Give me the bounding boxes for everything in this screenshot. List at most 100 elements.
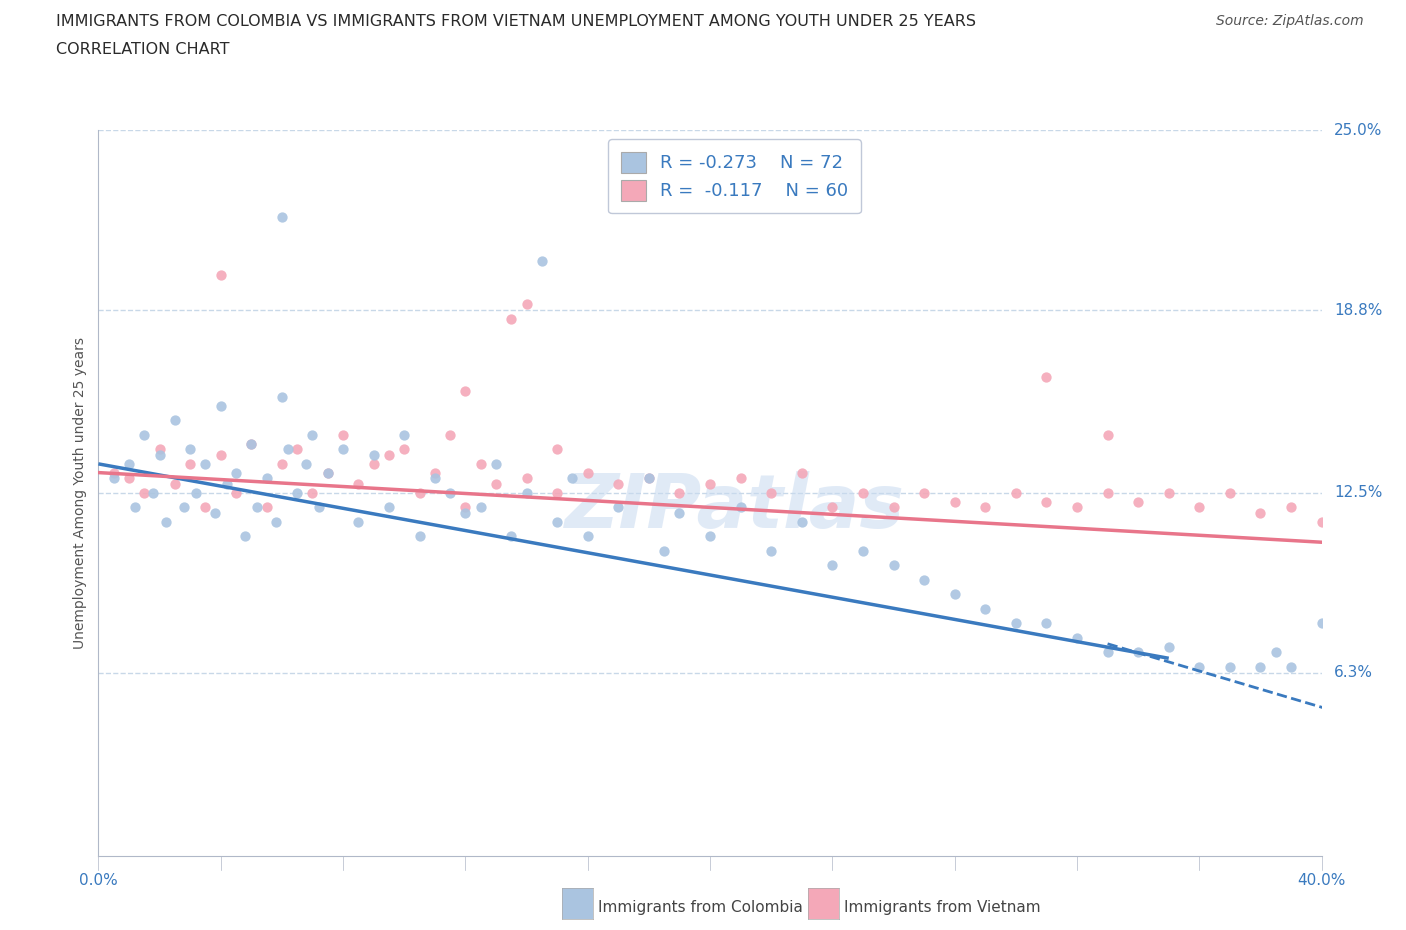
Point: [943, 587, 966, 602]
Point: [516, 485, 538, 500]
Point: [277, 442, 299, 457]
Point: [332, 442, 354, 457]
Point: [103, 471, 125, 485]
Point: [607, 500, 630, 515]
Point: [516, 297, 538, 312]
Point: [912, 573, 935, 588]
Point: [454, 384, 477, 399]
Point: [118, 471, 141, 485]
Point: [295, 457, 318, 472]
Text: 6.3%: 6.3%: [1334, 665, 1372, 681]
Point: [852, 543, 875, 558]
Point: [821, 500, 844, 515]
Point: [607, 477, 630, 492]
Point: [439, 428, 461, 443]
Point: [485, 457, 508, 472]
Point: [179, 442, 201, 457]
Point: [1310, 616, 1333, 631]
Y-axis label: Unemployment Among Youth under 25 years: Unemployment Among Youth under 25 years: [73, 337, 87, 649]
Text: 12.5%: 12.5%: [1334, 485, 1382, 500]
Point: [454, 506, 477, 521]
Point: [285, 442, 308, 457]
Point: [163, 413, 186, 428]
Point: [576, 529, 599, 544]
Point: [103, 465, 125, 480]
Point: [363, 447, 385, 462]
Point: [1004, 616, 1026, 631]
Point: [1188, 659, 1211, 674]
Point: [1279, 659, 1302, 674]
Point: [301, 428, 323, 443]
Point: [209, 268, 232, 283]
Point: [1188, 500, 1211, 515]
Point: [209, 398, 232, 413]
Point: [652, 543, 675, 558]
Point: [1035, 369, 1057, 384]
Point: [204, 506, 226, 521]
Point: [194, 500, 217, 515]
Point: [790, 514, 813, 529]
Text: Source: ZipAtlas.com: Source: ZipAtlas.com: [1216, 14, 1364, 28]
Point: [637, 471, 661, 485]
Point: [561, 471, 583, 485]
Point: [485, 477, 508, 492]
Point: [256, 500, 278, 515]
Point: [974, 602, 997, 617]
Point: [546, 442, 568, 457]
Point: [1157, 639, 1180, 654]
Point: [1128, 645, 1150, 660]
Point: [392, 442, 416, 457]
Point: [378, 447, 401, 462]
Text: 40.0%: 40.0%: [1298, 873, 1346, 888]
Point: [501, 529, 523, 544]
Point: [142, 485, 165, 500]
Point: [233, 529, 256, 544]
Point: [149, 442, 172, 457]
Point: [439, 485, 461, 500]
Point: [408, 485, 430, 500]
Point: [1279, 500, 1302, 515]
Text: CORRELATION CHART: CORRELATION CHART: [56, 42, 229, 57]
Point: [668, 506, 690, 521]
Point: [974, 500, 997, 515]
Point: [240, 436, 263, 451]
Point: [270, 210, 294, 225]
Point: [347, 514, 370, 529]
Point: [501, 312, 523, 326]
Point: [215, 477, 238, 492]
Point: [761, 485, 783, 500]
Point: [1310, 514, 1333, 529]
Point: [173, 500, 195, 515]
Point: [1066, 631, 1088, 645]
Point: [1004, 485, 1026, 500]
Point: [134, 428, 156, 443]
Point: [454, 500, 477, 515]
Legend: R = -0.273    N = 72, R =  -0.117    N = 60: R = -0.273 N = 72, R = -0.117 N = 60: [607, 140, 860, 214]
Point: [546, 485, 568, 500]
Point: [316, 465, 339, 480]
Text: 0.0%: 0.0%: [79, 873, 118, 888]
Point: [761, 543, 783, 558]
Point: [225, 465, 247, 480]
Point: [240, 436, 263, 451]
Point: [256, 471, 278, 485]
Point: [285, 485, 308, 500]
Point: [301, 485, 323, 500]
Point: [124, 500, 146, 515]
Point: [1097, 485, 1119, 500]
Point: [546, 514, 568, 529]
Point: [316, 465, 339, 480]
Point: [1035, 616, 1057, 631]
Point: [209, 447, 232, 462]
Point: [225, 485, 247, 500]
Text: IMMIGRANTS FROM COLOMBIA VS IMMIGRANTS FROM VIETNAM UNEMPLOYMENT AMONG YOUTH UND: IMMIGRANTS FROM COLOMBIA VS IMMIGRANTS F…: [56, 14, 976, 29]
Point: [790, 465, 813, 480]
Text: Immigrants from Colombia: Immigrants from Colombia: [598, 900, 803, 915]
Point: [264, 514, 287, 529]
Point: [149, 447, 172, 462]
Point: [332, 428, 354, 443]
Point: [1250, 506, 1272, 521]
Text: 18.8%: 18.8%: [1334, 302, 1382, 318]
Point: [1157, 485, 1180, 500]
Point: [883, 500, 905, 515]
